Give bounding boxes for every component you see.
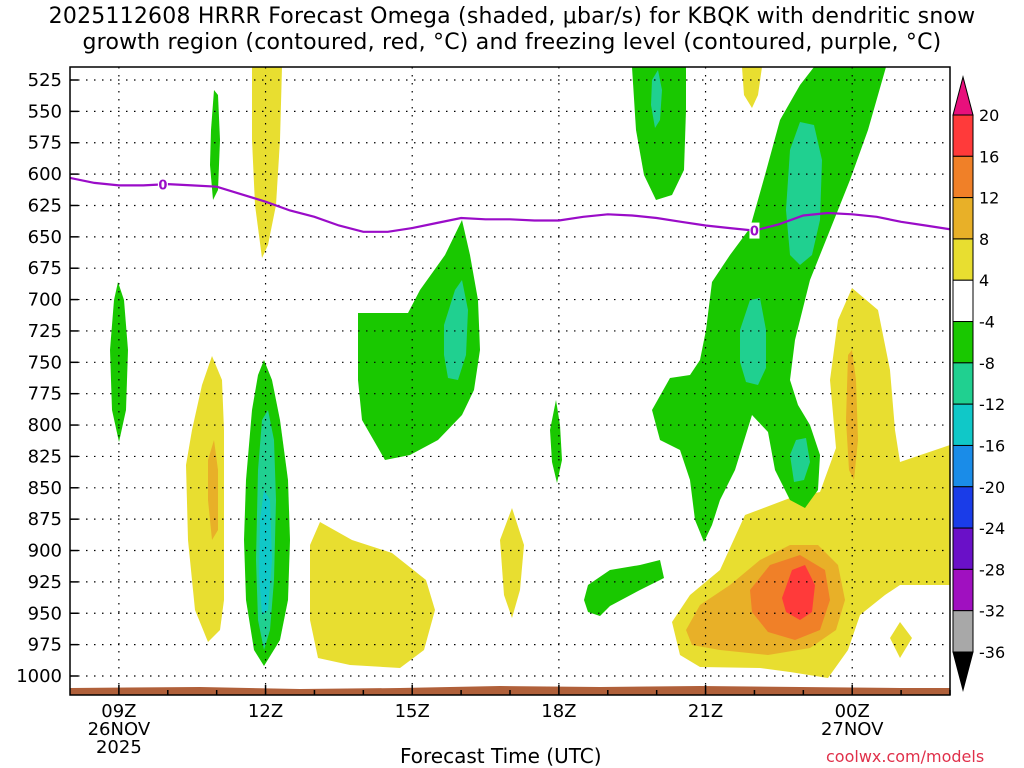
colorbar-label: -36 <box>979 643 1005 662</box>
colorbar-box <box>952 362 974 405</box>
colorbar-box <box>952 568 974 612</box>
colorbar-label: 4 <box>979 271 989 290</box>
colorbar-label: -16 <box>979 436 1005 455</box>
x-date-label: 26NOV <box>88 719 151 740</box>
omega-positive-16-20-regions <box>782 565 815 620</box>
colorbar-box <box>952 321 974 364</box>
omega-shading <box>70 67 950 695</box>
colorbar-box <box>952 444 974 488</box>
y-tick-label: 775 <box>28 384 62 405</box>
grid-lines <box>70 67 950 695</box>
y-tick-label: 525 <box>28 70 62 91</box>
omega-negative-12-16-regions <box>259 490 272 615</box>
x-tick-label: 09Z <box>101 701 136 722</box>
colorbar-label: -12 <box>979 395 1005 414</box>
y-tick-label: 675 <box>28 258 62 279</box>
colorbar-box <box>952 238 974 281</box>
y-tick-label: 900 <box>28 541 62 562</box>
title-line-2: growth region (contoured, red, °C) and f… <box>82 30 942 55</box>
y-tick-label: 625 <box>28 195 62 216</box>
x-tick-label: 00Z <box>835 701 870 722</box>
colorbar: 20 16 12 8 4 -4 -8 -12 -16 -20 -24 -28 -32 -36 <box>952 75 1005 692</box>
colorbar-top-triangle <box>952 75 974 116</box>
colorbar-label: 8 <box>979 230 989 249</box>
colorbar-bottom-triangle <box>952 651 974 692</box>
colorbar-label: -32 <box>979 602 1005 621</box>
y-tick-label: 650 <box>28 227 62 248</box>
freezing-label-bg <box>157 176 168 193</box>
y-tick-label: 600 <box>28 164 62 185</box>
y-tick-label: 825 <box>28 446 62 467</box>
colorbar-box <box>952 527 974 570</box>
freezing-level-label: 0 <box>750 225 759 240</box>
y-tick-label: 975 <box>28 635 62 656</box>
y-tick-label: 725 <box>28 321 62 342</box>
x-axis-label: Forecast Time (UTC) <box>400 744 602 768</box>
colorbar-label: -4 <box>979 313 995 332</box>
colorbar-box <box>952 155 974 199</box>
y-tick-label: 750 <box>28 352 62 373</box>
x-date-label: 2025 <box>96 737 142 758</box>
colorbar-box <box>952 279 974 323</box>
colorbar-box <box>952 403 974 446</box>
y-axis: 525 550 575 600 625 650 675 700 725 750 775 800 825 8… <box>16 70 78 687</box>
x-tick-label: 21Z <box>688 701 723 722</box>
y-tick-label: 850 <box>28 478 62 499</box>
x-tick-label: 18Z <box>541 701 576 722</box>
y-tick-label: 700 <box>28 290 62 311</box>
freezing-level-labels: 00 <box>157 176 760 240</box>
colorbar-label: -20 <box>979 478 1005 497</box>
omega-negative-8-12-regions <box>256 70 822 650</box>
x-tick-label: 15Z <box>395 701 430 722</box>
credit-text: coolwx.com/models <box>826 747 985 766</box>
colorbar-label: 20 <box>979 106 999 125</box>
y-tick-label: 550 <box>28 101 62 122</box>
colorbar-label: 12 <box>979 189 999 208</box>
y-tick-label: 875 <box>28 509 62 530</box>
colorbar-label: -28 <box>979 560 1005 579</box>
y-tick-label: 800 <box>28 415 62 436</box>
freezing-level-label: 0 <box>158 178 167 193</box>
chart-title: 2025112608 HRRR Forecast Omega (shaded, … <box>0 4 1024 56</box>
y-tick-label: 950 <box>28 603 62 624</box>
title-line-1: 2025112608 HRRR Forecast Omega (shaded, … <box>48 4 976 29</box>
x-tick-label: 12Z <box>248 701 283 722</box>
colorbar-box <box>952 114 974 157</box>
colorbar-box <box>952 197 974 240</box>
freezing-level-line <box>70 176 950 233</box>
colorbar-box <box>952 610 974 653</box>
omega-negative-4-8-regions <box>110 67 886 666</box>
colorbar-label: 16 <box>979 147 999 166</box>
y-tick-label: 1000 <box>16 666 62 687</box>
colorbar-box <box>952 486 974 529</box>
colorbar-label: -8 <box>979 354 995 373</box>
x-date-label: 27NOV <box>821 719 884 740</box>
colorbar-label: -24 <box>979 519 1005 538</box>
freezing-label-bg <box>749 222 760 239</box>
y-tick-label: 575 <box>28 133 62 154</box>
y-tick-label: 925 <box>28 572 62 593</box>
